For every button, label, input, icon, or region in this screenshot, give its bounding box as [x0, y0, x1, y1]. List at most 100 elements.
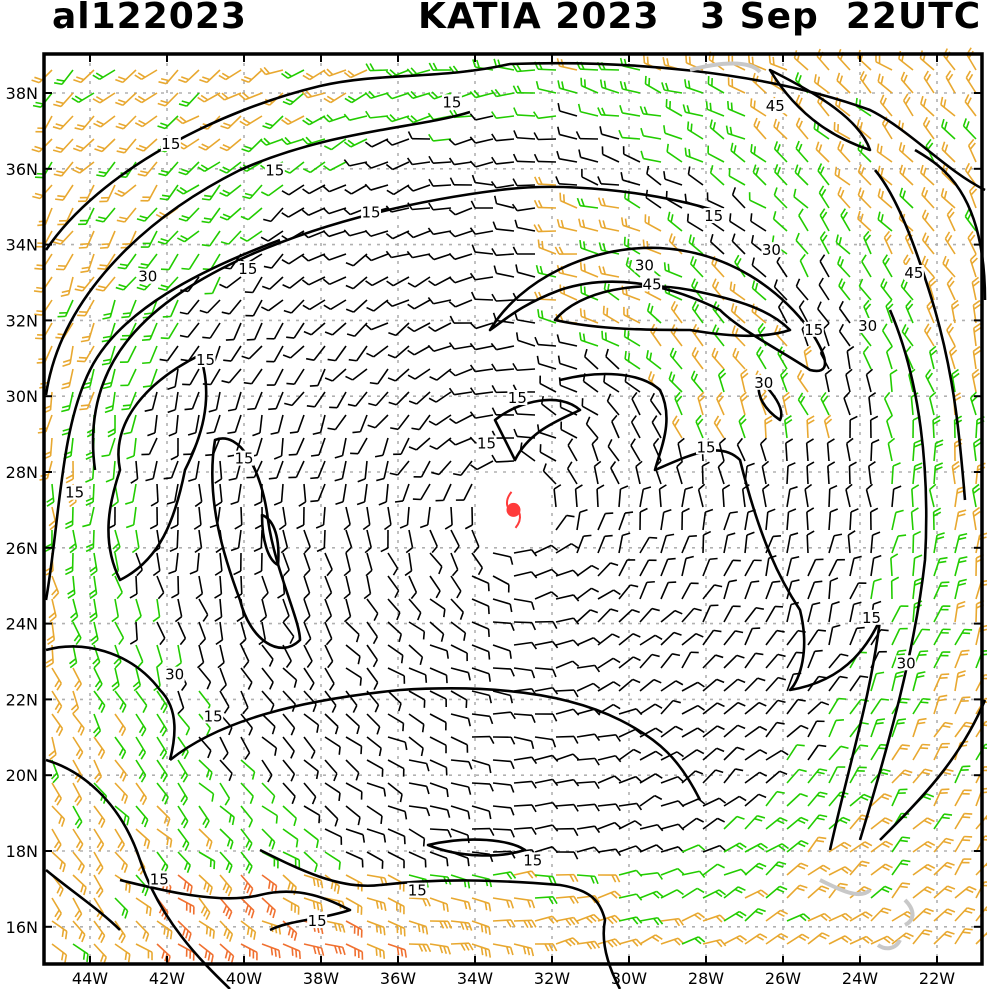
wind-barb	[345, 529, 353, 554]
wind-barb	[490, 88, 515, 98]
wind-barb	[513, 756, 538, 765]
wind-barb	[159, 184, 179, 201]
wind-barb	[429, 851, 449, 867]
wind-barb	[849, 935, 874, 945]
wind-barb	[645, 189, 662, 209]
wind-barb	[93, 851, 104, 875]
wind-barb	[407, 322, 431, 333]
wind-barb	[303, 759, 319, 780]
wind-barb	[660, 937, 685, 946]
wind-barb	[828, 816, 851, 830]
wind-barb	[828, 675, 848, 692]
wind-barb	[577, 103, 599, 117]
wind-barb	[282, 828, 299, 848]
wind-barb	[240, 828, 253, 851]
wind-barb	[576, 780, 600, 790]
wind-barb	[786, 839, 809, 853]
contour-label: 15	[161, 135, 180, 153]
wind-barb	[324, 322, 347, 336]
wind-barb	[260, 184, 284, 197]
wind-barb	[32, 184, 53, 200]
wind-barb	[597, 775, 622, 784]
wind-barb	[324, 851, 341, 870]
contour-label-bg	[164, 666, 185, 682]
wind-barb	[891, 627, 908, 646]
wind-barb	[469, 136, 494, 144]
wind-barb	[555, 514, 575, 531]
wind-barb	[492, 644, 512, 659]
wind-barb	[199, 299, 221, 314]
wind-barb	[230, 483, 242, 506]
wind-barb	[149, 506, 159, 530]
wind-barb	[366, 299, 389, 312]
wind-barb	[112, 529, 121, 554]
wind-barb	[303, 897, 324, 912]
wind-barb	[845, 368, 853, 393]
wind-barb	[135, 897, 152, 917]
wind-barb	[303, 805, 321, 824]
wind-barb	[576, 664, 601, 673]
wind-barb	[407, 131, 431, 140]
wind-barb	[843, 391, 851, 416]
wind-barb	[283, 299, 305, 314]
wind-barb	[794, 164, 809, 186]
wind-barb	[597, 107, 620, 117]
wind-barb	[135, 690, 148, 713]
wind-barb	[490, 180, 515, 189]
wind-barb	[911, 484, 920, 508]
wind-barb	[649, 323, 662, 347]
wind-barb	[51, 828, 62, 852]
wind-barb	[697, 391, 706, 416]
contour-label-bg	[307, 913, 328, 929]
wind-barb	[702, 654, 724, 669]
wind-barb	[174, 644, 183, 669]
wind-barb	[492, 598, 513, 613]
wind-barb	[513, 667, 536, 679]
wind-barb	[72, 897, 83, 921]
wind-barb	[364, 322, 389, 331]
wind-barb	[448, 253, 473, 261]
wind-barb	[491, 363, 515, 372]
wind-barb	[620, 172, 641, 186]
wind-barb	[345, 782, 363, 800]
wind-barb	[597, 657, 621, 669]
wind-barb	[849, 415, 858, 439]
wind-barb	[807, 791, 828, 807]
wind-barb	[493, 195, 515, 209]
wind-barb	[870, 935, 895, 945]
wind-barb	[266, 322, 284, 340]
wind-barb	[52, 230, 74, 245]
wind-barb	[51, 943, 68, 963]
wind-barb	[779, 368, 789, 393]
wind-barb	[761, 483, 770, 508]
wind-barb	[273, 437, 284, 460]
wind-barb	[555, 689, 579, 698]
wind-barb	[350, 437, 368, 455]
wind-barb	[315, 506, 326, 529]
wind-barb	[618, 632, 641, 646]
wind-barb	[345, 736, 363, 755]
wind-barb	[515, 264, 536, 278]
wind-barb	[723, 532, 736, 554]
contour-label-bg	[703, 208, 724, 224]
wind-barb	[902, 93, 914, 117]
wind-barb	[428, 414, 452, 426]
wind-barb	[31, 138, 53, 153]
wind-barb	[690, 370, 704, 393]
wind-barb	[366, 805, 383, 825]
wind-barb	[702, 530, 712, 554]
wind-barb	[681, 651, 699, 669]
wind-barb	[783, 414, 793, 439]
wind-barb	[773, 279, 788, 301]
wind-barb	[660, 557, 676, 577]
wind-barb	[597, 589, 621, 600]
wind-barb	[639, 916, 664, 926]
wind-barb	[807, 744, 827, 761]
wind-barb	[797, 392, 809, 416]
wind-barb	[848, 461, 857, 485]
wind-barb	[596, 484, 605, 508]
wind-barb	[156, 943, 171, 965]
wind-barb	[786, 913, 811, 922]
wind-barb	[427, 344, 452, 352]
wind-barb	[125, 483, 137, 505]
